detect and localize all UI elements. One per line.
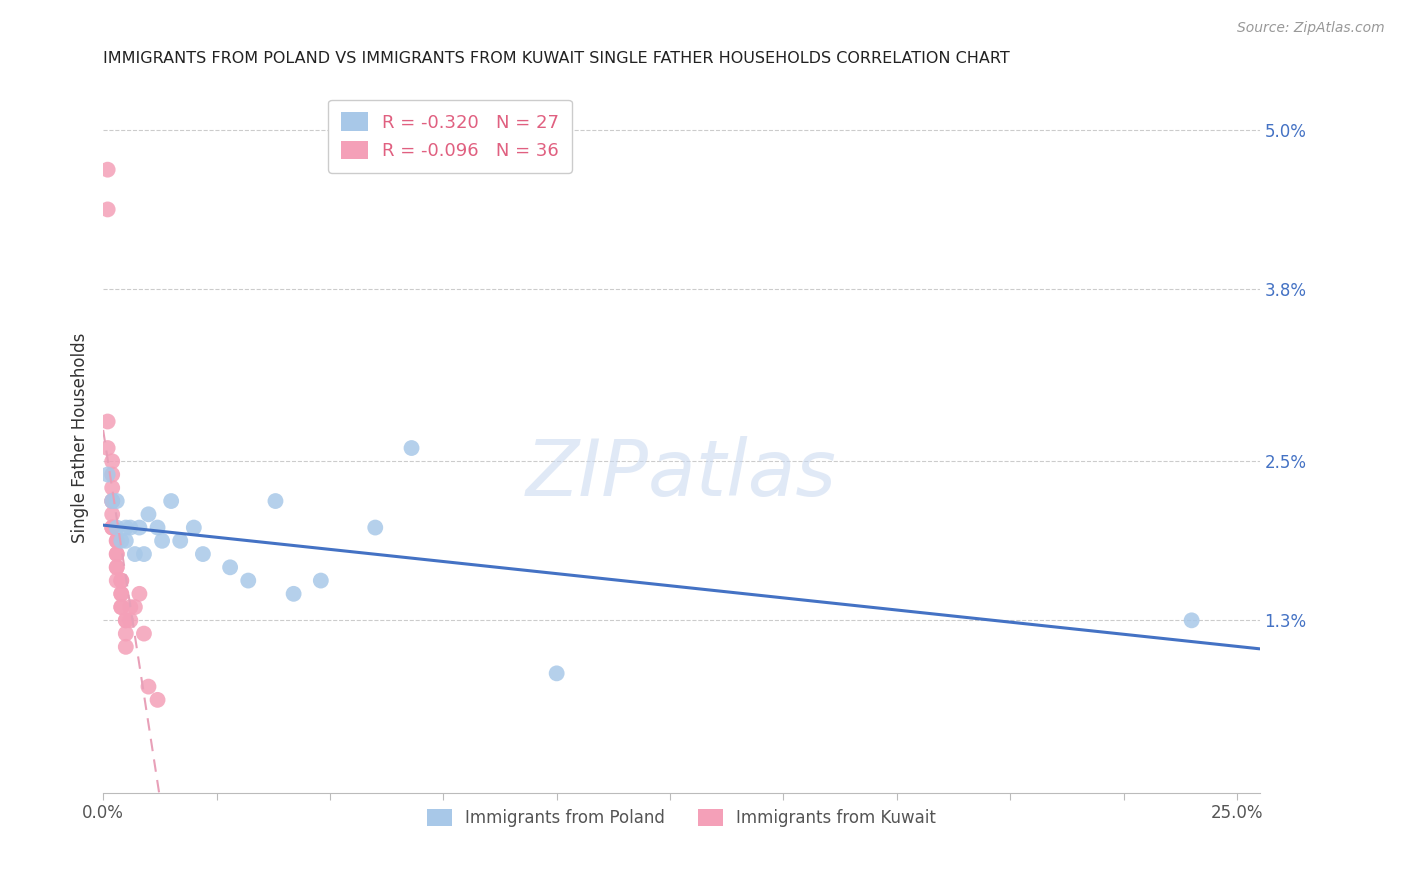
Point bbox=[401, 441, 423, 455]
Text: Source: ZipAtlas.com: Source: ZipAtlas.com bbox=[1237, 21, 1385, 35]
Point bbox=[114, 640, 136, 654]
Point bbox=[105, 547, 128, 561]
Point bbox=[132, 626, 155, 640]
Point bbox=[1181, 613, 1204, 627]
Point bbox=[110, 587, 132, 601]
Point bbox=[138, 680, 160, 694]
Point bbox=[309, 574, 332, 588]
Point bbox=[105, 560, 128, 574]
Point bbox=[138, 508, 160, 522]
Point bbox=[110, 587, 132, 601]
Point bbox=[114, 626, 136, 640]
Text: ZIPatlas: ZIPatlas bbox=[526, 435, 837, 511]
Point bbox=[114, 520, 136, 534]
Point bbox=[546, 666, 568, 681]
Point bbox=[120, 520, 142, 534]
Point bbox=[114, 613, 136, 627]
Point bbox=[264, 494, 287, 508]
Point bbox=[105, 574, 128, 588]
Point bbox=[101, 494, 124, 508]
Point bbox=[132, 547, 155, 561]
Point bbox=[97, 441, 120, 455]
Point bbox=[219, 560, 242, 574]
Point bbox=[101, 508, 124, 522]
Point bbox=[120, 600, 142, 615]
Point bbox=[101, 481, 124, 495]
Point bbox=[110, 574, 132, 588]
Point bbox=[110, 574, 132, 588]
Point bbox=[128, 520, 150, 534]
Point bbox=[160, 494, 183, 508]
Point bbox=[114, 533, 136, 548]
Point bbox=[124, 547, 146, 561]
Legend: Immigrants from Poland, Immigrants from Kuwait: Immigrants from Poland, Immigrants from … bbox=[420, 803, 943, 834]
Point bbox=[105, 533, 128, 548]
Point bbox=[101, 467, 124, 482]
Point bbox=[97, 415, 120, 429]
Point bbox=[128, 587, 150, 601]
Point bbox=[146, 520, 169, 534]
Y-axis label: Single Father Households: Single Father Households bbox=[72, 333, 89, 543]
Point bbox=[283, 587, 305, 601]
Point bbox=[110, 533, 132, 548]
Point bbox=[110, 600, 132, 615]
Point bbox=[97, 202, 120, 217]
Point bbox=[183, 520, 205, 534]
Point bbox=[101, 494, 124, 508]
Point bbox=[101, 520, 124, 534]
Point bbox=[146, 693, 169, 707]
Point bbox=[101, 494, 124, 508]
Point bbox=[101, 454, 124, 468]
Point bbox=[124, 600, 146, 615]
Point bbox=[105, 533, 128, 548]
Point bbox=[105, 547, 128, 561]
Point bbox=[105, 494, 128, 508]
Point bbox=[110, 600, 132, 615]
Point bbox=[105, 560, 128, 574]
Point bbox=[97, 467, 120, 482]
Point bbox=[169, 533, 191, 548]
Point bbox=[238, 574, 260, 588]
Point bbox=[105, 520, 128, 534]
Point bbox=[150, 533, 173, 548]
Point bbox=[114, 613, 136, 627]
Point bbox=[364, 520, 387, 534]
Point bbox=[120, 613, 142, 627]
Point bbox=[101, 520, 124, 534]
Point bbox=[191, 547, 214, 561]
Point bbox=[97, 162, 120, 177]
Text: IMMIGRANTS FROM POLAND VS IMMIGRANTS FROM KUWAIT SINGLE FATHER HOUSEHOLDS CORREL: IMMIGRANTS FROM POLAND VS IMMIGRANTS FRO… bbox=[103, 51, 1010, 66]
